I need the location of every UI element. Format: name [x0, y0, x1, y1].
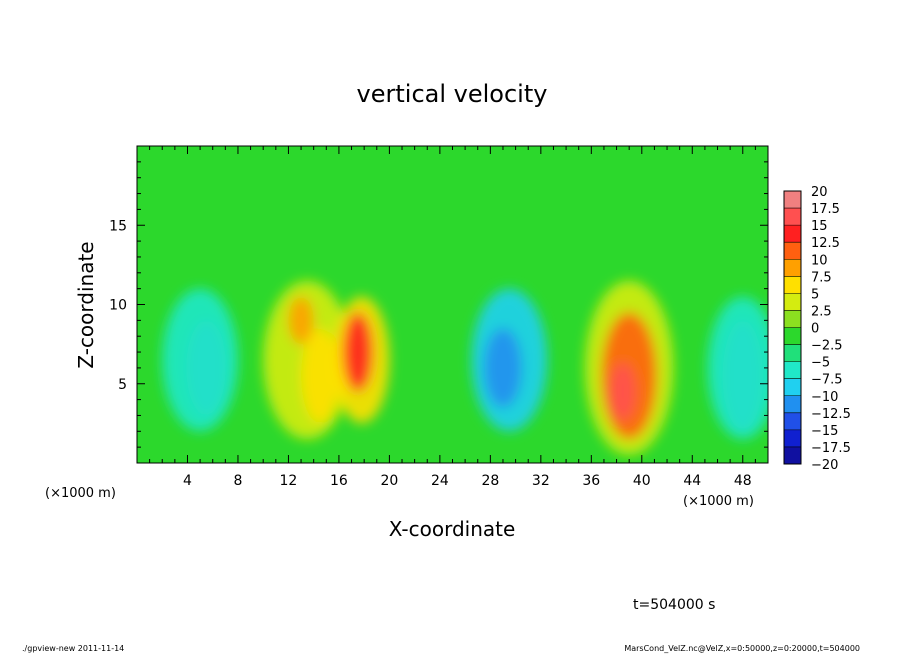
- colorbar-segment: [784, 327, 801, 346]
- y-tick-label: 5: [118, 377, 127, 393]
- x-tick-label: 20: [380, 473, 398, 489]
- colorbar-label: 15: [811, 219, 828, 234]
- colorbar-label: −7.5: [811, 373, 843, 388]
- y-tick-label: 15: [109, 218, 127, 234]
- x-tick-label: 32: [532, 473, 550, 489]
- colorbar-segment: [784, 429, 801, 448]
- velocity-cell-11: [610, 363, 636, 421]
- colorbar-segment: [784, 378, 801, 397]
- x-tick-label: 16: [330, 473, 348, 489]
- colorbar-label: −2.5: [811, 339, 843, 354]
- velocity-cell-3: [288, 296, 314, 345]
- y-axis-label: Z-coordinate: [74, 241, 98, 368]
- x-tick-label: 24: [431, 473, 449, 489]
- x-tick-label: 48: [734, 473, 752, 489]
- x-axis-label: X-coordinate: [389, 517, 516, 541]
- colorbar-segment: [784, 412, 801, 431]
- colorbar-label: 20: [811, 185, 828, 200]
- y-ticks: 5 10 15: [109, 161, 768, 448]
- colorbar-label: −17.5: [811, 441, 851, 456]
- x-tick-label: 4: [183, 473, 192, 489]
- x-tick-label: 44: [683, 473, 701, 489]
- time-label: t=504000 s: [633, 597, 715, 613]
- colorbar-segment: [784, 344, 801, 363]
- footer-right: MarsCond_VelZ.nc@VelZ,x=0:50000,z=0:2000…: [624, 644, 860, 653]
- plot-background: [137, 146, 768, 463]
- colorbar-label: 12.5: [811, 236, 840, 251]
- colorbar-label: 0: [811, 322, 819, 337]
- colorbar-label: 2.5: [811, 304, 832, 319]
- x-tick-label: 8: [233, 473, 242, 489]
- colorbar-segment: [784, 191, 801, 209]
- colorbar-label: 10: [811, 253, 828, 268]
- colorbar-label: 7.5: [811, 270, 832, 285]
- x-ticks: 4 8 12 16 20 24 28 32 36 40 44 48: [149, 146, 756, 489]
- colorbar: 20 17.5 15 12.5 10 7.5 5 2.5 0 −2.5 −5 −7.5 −10 −12.5…: [783, 185, 851, 473]
- y-tick-label: 10: [109, 298, 127, 314]
- velocity-cell-1: [162, 288, 238, 432]
- colorbar-segment: [784, 276, 801, 294]
- x-tick-label: 12: [280, 473, 298, 489]
- velocity-cell-6: [342, 312, 373, 392]
- x-tick-label: 40: [633, 473, 651, 489]
- footer-left: ./gpview-new 2011-11-14: [22, 644, 124, 653]
- colorbar-segment: [784, 225, 801, 243]
- colorbar-label: −15: [811, 424, 838, 439]
- velocity-field: [162, 280, 768, 456]
- colorbar-segment: [784, 395, 801, 414]
- velocity-cell-4: [301, 328, 339, 424]
- velocity-cell-13: [707, 296, 768, 440]
- colorbar-segment: [784, 242, 801, 260]
- x-unit-label-right: (×1000 m): [683, 494, 754, 509]
- x-unit-label-left: (×1000 m): [45, 486, 116, 501]
- colorbar-label: 5: [811, 287, 819, 302]
- colorbar-label: −20: [811, 458, 838, 473]
- x-tick-label: 36: [582, 473, 600, 489]
- colorbar-segment: [784, 310, 801, 328]
- colorbar-label: −5: [811, 356, 830, 371]
- colorbar-label: −10: [811, 390, 838, 405]
- colorbar-segment: [784, 259, 801, 277]
- colorbar-segment: [784, 293, 801, 311]
- colorbar-segment: [784, 361, 801, 380]
- colorbar-segment: [784, 208, 801, 226]
- colorbar-segment: [784, 446, 801, 465]
- colorbar-label: −12.5: [811, 407, 851, 422]
- velocity-cell-8: [484, 328, 522, 408]
- colorbar-label: 17.5: [811, 202, 840, 217]
- x-tick-label: 28: [481, 473, 499, 489]
- chart-title: vertical velocity: [357, 80, 548, 108]
